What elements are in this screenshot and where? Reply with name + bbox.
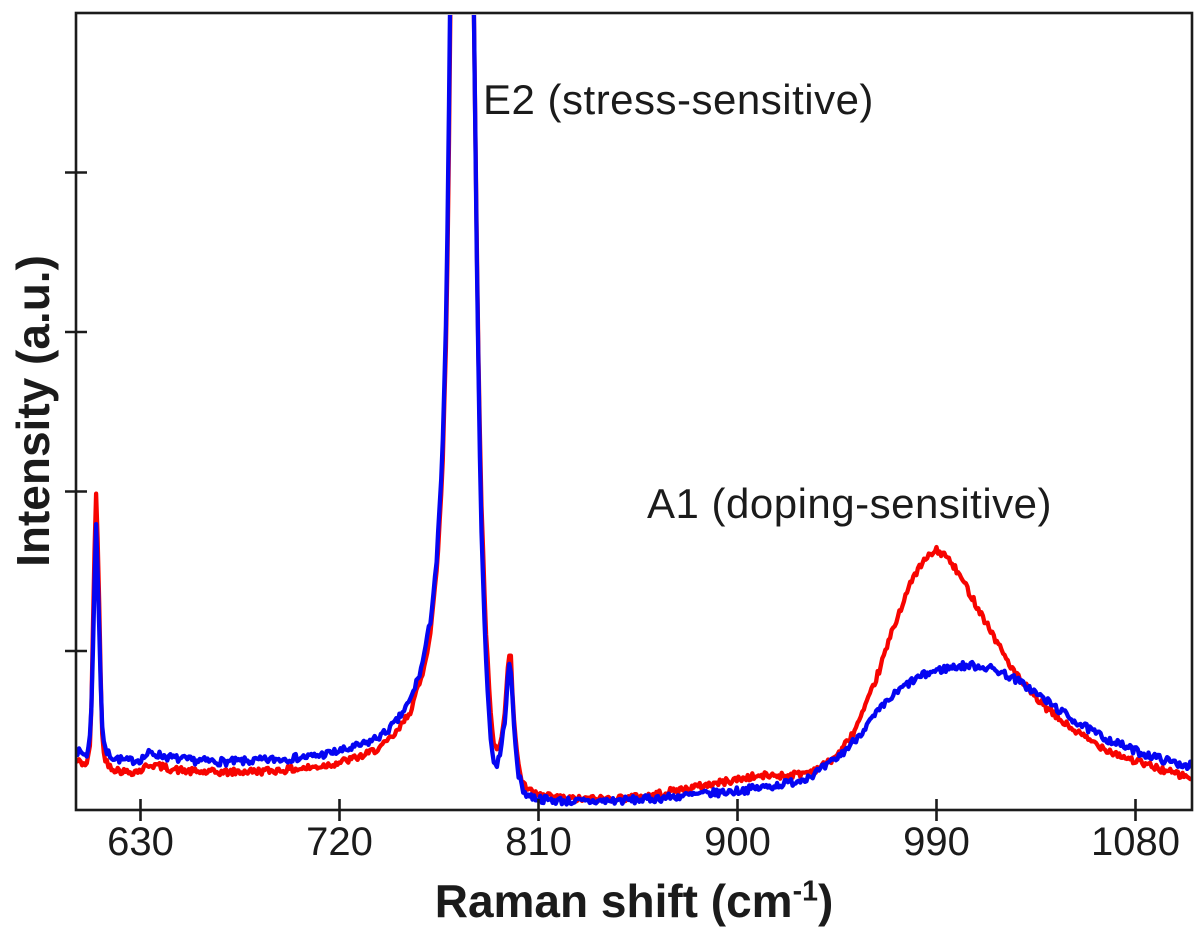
x-axis-tick-label: 810: [505, 820, 572, 864]
annotation-e2-stress-sensitive: E2 (stress-sensitive): [483, 76, 874, 123]
x-axis-label-text: Raman shift (cm: [434, 875, 793, 927]
x-axis-tick-label: 630: [107, 820, 174, 864]
spectra-curves: [77, 15, 1191, 807]
x-axis-tick-label: 900: [704, 820, 771, 864]
plot-frame: [74, 11, 1194, 812]
x-axis-tick-label: 1080: [1091, 820, 1180, 864]
annotation-a1-doping-sensitive: A1 (doping-sensitive): [647, 480, 1053, 527]
y-axis-label: Intensity (a.u.): [7, 255, 59, 567]
x-axis-label: Raman shift (cm-1): [435, 874, 834, 928]
x-axis-tick-label: 720: [306, 820, 373, 864]
blue-spectrum-curve: [77, 15, 1191, 807]
x-axis-tick-label: 990: [903, 820, 970, 864]
axes-frame-and-ticks: [65, 11, 1194, 821]
x-axis-label-superscript: -1: [792, 875, 818, 908]
x-axis-label-close-paren: ): [817, 875, 834, 927]
